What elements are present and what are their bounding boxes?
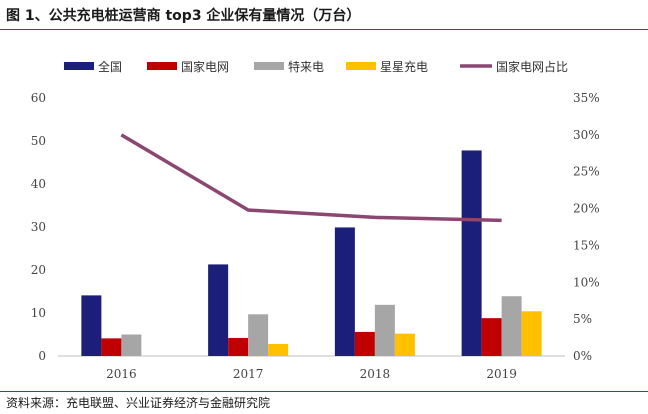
right-axis-tick-label: 10% xyxy=(573,275,600,289)
left-axis-tick-label: 30 xyxy=(31,220,46,234)
legend-swatch-全国 xyxy=(64,62,94,70)
x-axis-tick-label: 2019 xyxy=(486,367,517,381)
bar-特来电-2018 xyxy=(374,304,395,356)
right-axis-tick-label: 5% xyxy=(573,312,592,326)
x-axis-tick-label: 2018 xyxy=(360,367,391,381)
bar-全国-2018 xyxy=(334,227,355,356)
figure-title: 图 1、公共充电桩运营商 top3 企业保有量情况（万台） xyxy=(6,8,361,24)
legend-label-全国: 全国 xyxy=(98,59,122,74)
bar-特来电-2019 xyxy=(501,296,522,356)
bar-特来电-2016 xyxy=(121,334,142,356)
bar-国家电网-2016 xyxy=(101,338,122,356)
left-axis-tick-label: 60 xyxy=(31,91,46,105)
footer-rule xyxy=(0,391,648,392)
bar-全国-2016 xyxy=(81,295,102,356)
legend-label-国家电网: 国家电网 xyxy=(181,59,229,74)
bar-全国-2017 xyxy=(208,264,229,356)
line-series-国家电网占比 xyxy=(120,133,502,223)
right-axis-tick-label: 0% xyxy=(573,349,592,363)
bar-特来电-2017 xyxy=(248,314,269,356)
title-bar: 图 1、公共充电桩运营商 top3 企业保有量情况（万台） xyxy=(0,0,648,30)
left-axis-tick-label: 40 xyxy=(31,177,46,191)
left-axis-tick-label: 10 xyxy=(31,306,46,320)
right-axis-tick-label: 20% xyxy=(573,202,600,216)
bar-星星充电-2017 xyxy=(268,343,289,356)
legend-swatch-国家电网 xyxy=(147,62,177,70)
bar-星星充电-2018 xyxy=(394,333,415,356)
legend-label-星星充电: 星星充电 xyxy=(380,59,428,74)
source-note: 资料来源：充电联盟、兴业证券经济与金融研究院 xyxy=(6,396,271,410)
bar-国家电网-2018 xyxy=(354,331,375,356)
bar-全国-2019 xyxy=(461,150,482,356)
right-axis-tick-label: 25% xyxy=(573,165,600,179)
left-axis-tick-label: 0 xyxy=(38,349,46,363)
legend-swatch-星星充电 xyxy=(346,62,376,70)
chart: 0 10 20 30 40 50 60 0% 5% 10% 15% 20% 25% 30% 35% 2016 2… xyxy=(31,59,600,381)
right-axis-tick-label: 30% xyxy=(573,128,600,142)
left-axis-tick-label: 50 xyxy=(31,134,46,148)
bar-国家电网-2017 xyxy=(228,337,249,356)
legend-label-国家电网占比: 国家电网占比 xyxy=(496,59,568,74)
bar-国家电网-2019 xyxy=(481,318,502,356)
x-axis-tick-label: 2016 xyxy=(106,367,137,381)
bar-星星充电-2019 xyxy=(521,311,542,356)
legend-label-特来电: 特来电 xyxy=(288,59,324,74)
legend-swatch-特来电 xyxy=(254,62,284,70)
left-axis-tick-label: 20 xyxy=(31,263,46,277)
x-axis-tick-label: 2017 xyxy=(233,367,264,381)
right-axis-tick-label: 15% xyxy=(573,238,600,252)
right-axis-tick-label: 35% xyxy=(573,91,600,105)
